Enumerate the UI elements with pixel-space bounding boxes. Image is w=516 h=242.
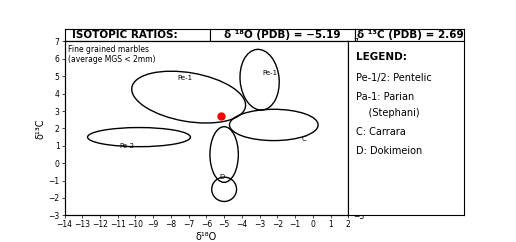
Text: Pe-1: Pe-1: [263, 70, 278, 76]
Text: LEGEND:: LEGEND:: [357, 52, 407, 62]
Text: (Stephani): (Stephani): [357, 107, 420, 118]
Text: C: C: [301, 136, 307, 142]
Text: Pe-1: Pe-1: [178, 75, 192, 81]
Text: Pe-1/2: Pentelic: Pe-1/2: Pentelic: [357, 73, 432, 83]
X-axis label: δ¹⁸O: δ¹⁸O: [196, 232, 217, 242]
Text: δ ¹³C (PDB) = 2.69: δ ¹³C (PDB) = 2.69: [357, 30, 463, 40]
Text: D: D: [220, 174, 225, 180]
Text: Pa-1: Parian: Pa-1: Parian: [357, 92, 415, 102]
Text: D: Dokimeion: D: Dokimeion: [357, 146, 423, 156]
Text: C: Carrara: C: Carrara: [357, 127, 406, 137]
Y-axis label: δ¹³C: δ¹³C: [36, 118, 45, 139]
Text: δ ¹⁸O (PDB) = −5.19: δ ¹⁸O (PDB) = −5.19: [224, 30, 341, 40]
Text: ISOTOPIC RATIOS:: ISOTOPIC RATIOS:: [72, 30, 178, 40]
Text: Fine grained marbles
(average MGS < 2mm): Fine grained marbles (average MGS < 2mm): [68, 45, 155, 64]
Text: Pe-2: Pe-2: [119, 143, 134, 149]
